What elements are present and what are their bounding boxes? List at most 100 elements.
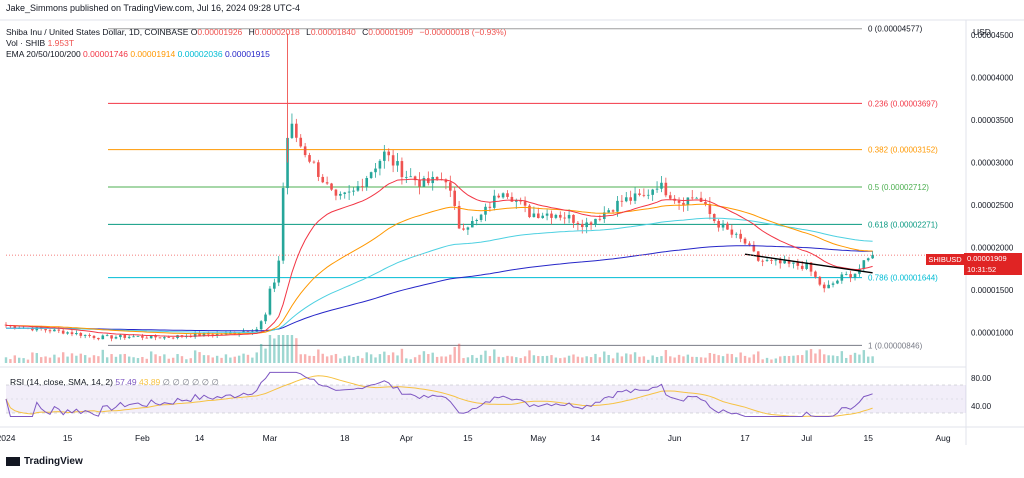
volume-bar	[708, 353, 712, 363]
volume-bar	[497, 356, 500, 363]
candle-body	[677, 200, 681, 203]
volume-bar	[4, 357, 8, 363]
candle-body	[822, 284, 826, 289]
candle-body	[554, 214, 558, 218]
candle-body	[633, 193, 637, 201]
volume-bar	[13, 355, 16, 363]
volume-bar	[743, 355, 747, 363]
candle-body	[83, 334, 87, 336]
candle-body	[61, 330, 65, 334]
volume-bar	[669, 356, 672, 363]
y-tick-label: 0.00004000	[971, 74, 1014, 83]
candle-body	[545, 213, 549, 216]
volume-bar	[501, 357, 505, 363]
volume-bar	[721, 356, 725, 363]
symbol-line: Shiba Inu / United States Dollar, 1D, CO…	[6, 27, 510, 37]
candle-body	[730, 229, 734, 235]
volume-bar	[127, 356, 131, 363]
x-tick-label: Mar	[263, 433, 278, 443]
ema-legend[interactable]: EMA 20/50/100/200 0.00001746 0.00001914 …	[6, 49, 270, 59]
volume-bar	[88, 357, 91, 363]
volume-bar	[752, 354, 756, 363]
volume-bar	[774, 358, 778, 363]
candle-body	[369, 172, 373, 179]
volume-bar	[849, 354, 852, 363]
volume-bar	[343, 356, 346, 363]
volume-bar	[563, 357, 566, 363]
volume-bar	[198, 352, 201, 363]
volume-bar	[739, 352, 742, 363]
volume-bar	[365, 352, 368, 363]
volume-bar	[699, 357, 703, 363]
candle-body	[624, 197, 628, 202]
candle-body	[629, 197, 632, 201]
volume-bar	[651, 355, 654, 363]
volume-bar	[149, 351, 153, 363]
symbol-name: Shiba Inu / United States Dollar, 1D, CO…	[6, 27, 189, 37]
candle-body	[53, 329, 56, 332]
volume-bar	[53, 354, 56, 363]
candle-body	[761, 260, 764, 262]
fib-level-label: 0 (0.00004577)	[868, 25, 923, 34]
volume-bar	[466, 357, 470, 363]
ohlc-key: H	[246, 27, 255, 37]
volume-bar	[647, 359, 650, 363]
volume-bar	[638, 356, 641, 363]
candle-body	[13, 325, 17, 329]
candle-body	[141, 336, 144, 338]
rsi-line	[5, 371, 873, 417]
volume-bar	[823, 354, 826, 363]
volume-bar	[339, 358, 342, 363]
candle-body	[563, 217, 566, 219]
volume-bar	[682, 356, 685, 363]
volume-bar	[189, 358, 192, 363]
candle-body	[158, 337, 162, 339]
ema20-value: 0.00001746	[83, 49, 128, 59]
candle-body	[827, 284, 830, 289]
volume-legend[interactable]: Vol · SHIB 1.953T	[6, 38, 74, 48]
volume-bar	[818, 349, 822, 363]
x-tick-label: Jun	[668, 433, 682, 443]
volume-bar	[779, 356, 782, 363]
volume-label: Vol · SHIB	[6, 38, 46, 48]
volume-bar	[35, 353, 38, 363]
candle-body	[616, 200, 619, 212]
candle-body	[79, 333, 83, 336]
rsi-na-values: ∅ ∅ ∅ ∅ ∅ ∅	[162, 377, 219, 387]
volume-bar	[559, 358, 562, 363]
candle-body	[528, 205, 531, 218]
volume-bar	[691, 356, 694, 363]
candle-body	[35, 327, 39, 331]
volume-bar	[853, 352, 857, 363]
ohlc-value: 0.00002018	[254, 27, 300, 37]
volume-bar	[471, 355, 474, 363]
volume-bar	[625, 353, 628, 363]
candle-body	[295, 123, 298, 138]
volume-bar	[479, 354, 483, 363]
candle-body	[690, 197, 694, 199]
volume-bar	[242, 353, 245, 363]
volume-bar	[383, 351, 386, 363]
volume-bar	[259, 343, 263, 363]
rsi-legend[interactable]: RSI (14, close, SMA, 14, 2) 57.49 43.89 …	[10, 377, 219, 388]
volume-bar	[66, 356, 69, 363]
volume-bar	[770, 359, 773, 363]
footer-brand[interactable]: TradingView	[6, 456, 83, 467]
candle-body	[136, 336, 140, 337]
volume-bar	[334, 353, 338, 363]
volume-bar	[761, 359, 764, 363]
volume-bar	[523, 356, 527, 363]
price-scale-currency[interactable]: USD	[973, 27, 991, 37]
volume-bar	[449, 354, 452, 363]
volume-bar	[167, 358, 170, 363]
candle-body	[449, 182, 452, 191]
x-tick-label: Apr	[400, 433, 413, 443]
x-tick-label: 18	[340, 433, 350, 443]
volume-bar	[589, 357, 593, 363]
volume-bar	[202, 355, 206, 363]
volume-bar	[550, 355, 553, 363]
candle-body	[171, 337, 175, 339]
candle-body	[383, 151, 386, 161]
candle-body	[594, 218, 597, 225]
